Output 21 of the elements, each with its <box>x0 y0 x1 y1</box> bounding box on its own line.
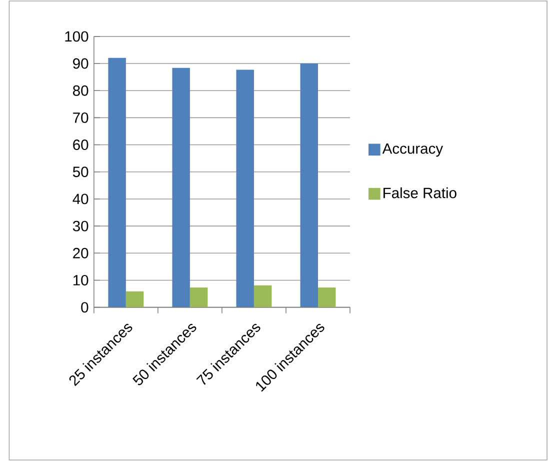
bar <box>190 288 208 308</box>
y-tick-label: 0 <box>81 302 88 313</box>
y-tick-label: 80 <box>73 85 88 96</box>
y-tick-label: 30 <box>72 220 88 232</box>
legend-label: Accuracy <box>382 143 444 157</box>
bar <box>318 288 336 308</box>
y-tick-label: 50 <box>72 166 88 178</box>
y-tick-label: 10 <box>73 275 88 286</box>
y-tick-label: 40 <box>72 194 88 204</box>
bar <box>126 291 144 308</box>
bar <box>108 58 126 308</box>
y-tick-label: 70 <box>73 112 88 123</box>
y-tick-label: 20 <box>73 248 88 258</box>
bar <box>172 68 190 308</box>
bar <box>300 64 318 308</box>
bar <box>236 70 254 308</box>
y-tick-label: 90 <box>73 58 88 69</box>
y-tick-label: 60 <box>73 140 88 150</box>
legend-label: False Ratio <box>384 187 456 198</box>
y-tick-label: 100 <box>65 31 88 42</box>
bar <box>254 285 272 308</box>
